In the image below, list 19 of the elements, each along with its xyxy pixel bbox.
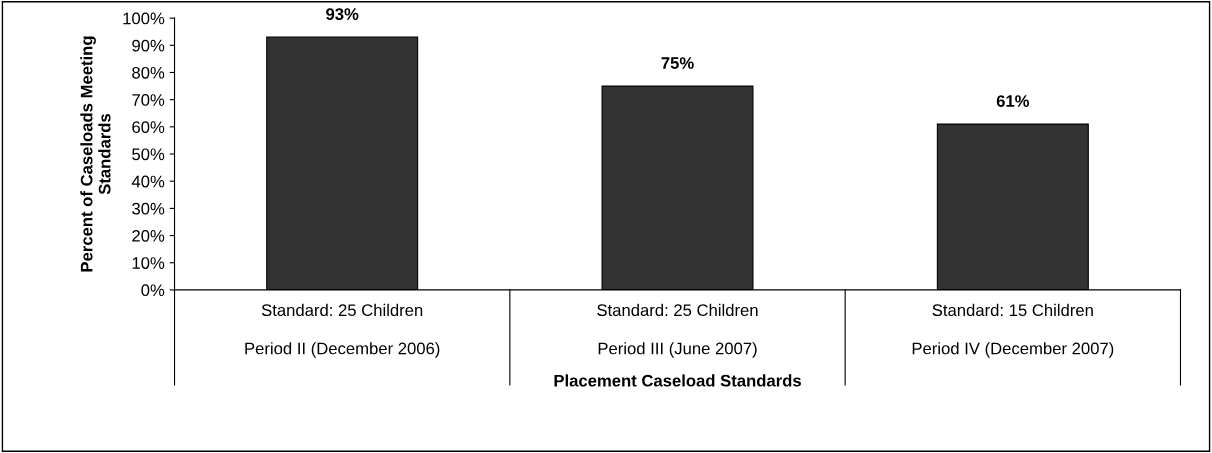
data-label: 61% <box>996 95 1030 107</box>
y-tick-label: 30% <box>132 202 165 215</box>
y-tick-label: 50% <box>132 148 165 161</box>
category-label: Standard: 25 Children Period III (June 2007) <box>597 303 758 358</box>
y-tick-label: 60% <box>132 121 165 134</box>
y-tick-label: 80% <box>132 66 165 79</box>
y-tick-label: 10% <box>132 257 165 269</box>
x-axis-title: Placement Caseload Standards <box>554 374 801 387</box>
category-label: Standard: 15 Children Period IV (December 2007) <box>912 303 1114 358</box>
y-tick-label: 100% <box>123 12 165 25</box>
y-tick-label: 70% <box>132 94 165 106</box>
data-label: 75% <box>661 57 694 69</box>
y-tick-label: 0% <box>141 284 165 297</box>
y-tick-label: 40% <box>131 175 165 188</box>
y-axis-title: Percent of Caseloads Meeting Standards <box>80 36 111 272</box>
data-label: 93% <box>326 8 359 20</box>
y-tick-label: 20% <box>132 229 165 242</box>
category-label: Standard: 25 Children Period II (December 2006) <box>245 303 440 358</box>
y-tick-label: 90% <box>132 39 165 52</box>
